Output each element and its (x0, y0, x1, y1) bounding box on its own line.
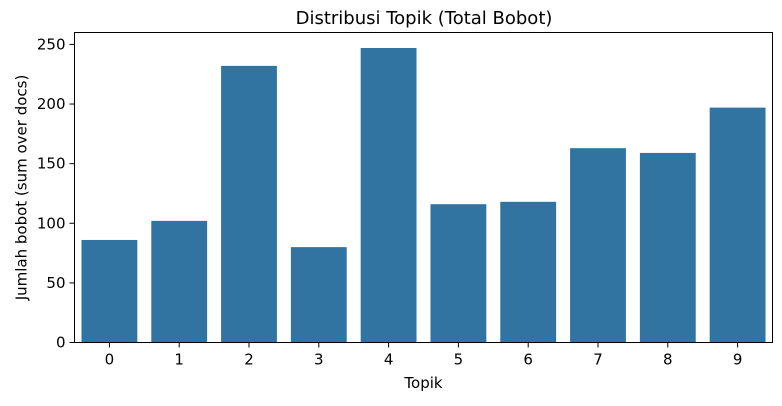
bar-topik-4 (360, 48, 417, 343)
bar-topik-6 (500, 201, 557, 343)
bar-topik-5 (430, 204, 487, 343)
y-tick-label: 50 (46, 274, 65, 292)
bar-topik-7 (570, 148, 626, 343)
x-tick-label: 2 (244, 351, 254, 369)
x-axis-ticks: 0 1 2 3 4 5 6 7 8 9 (105, 342, 743, 369)
y-tick-label: 150 (37, 155, 66, 173)
bar-topik-1 (151, 220, 208, 343)
chart-title: Distribusi Topik (Total Bobot) (296, 8, 553, 29)
x-tick-label: 4 (384, 351, 394, 369)
x-tick-label: 5 (454, 351, 464, 369)
bar-topik-9 (709, 107, 766, 343)
x-tick-label: 1 (174, 351, 184, 369)
y-tick-label: 200 (37, 95, 66, 113)
x-tick-label: 9 (733, 351, 743, 369)
y-axis-label: Jumlah bobot (sum over docs) (13, 75, 31, 302)
bar-topik-0 (81, 239, 138, 343)
plot-frame (74, 32, 773, 343)
bar-topik-8 (639, 152, 696, 343)
bar-topik-3 (290, 247, 347, 343)
x-tick-label: 8 (663, 351, 673, 369)
y-axis-ticks: 0 50 100 150 200 250 (37, 35, 75, 352)
bar-topik-2 (221, 65, 277, 343)
y-tick-label: 250 (37, 35, 66, 53)
x-tick-label: 6 (523, 351, 533, 369)
x-tick-label: 7 (593, 351, 603, 369)
y-tick-label: 100 (37, 214, 66, 232)
x-axis-label: Topik (403, 374, 442, 392)
bars-group (81, 48, 766, 343)
x-tick-label: 0 (105, 351, 115, 369)
x-tick-label: 3 (314, 351, 324, 369)
y-tick-label: 0 (56, 334, 66, 352)
